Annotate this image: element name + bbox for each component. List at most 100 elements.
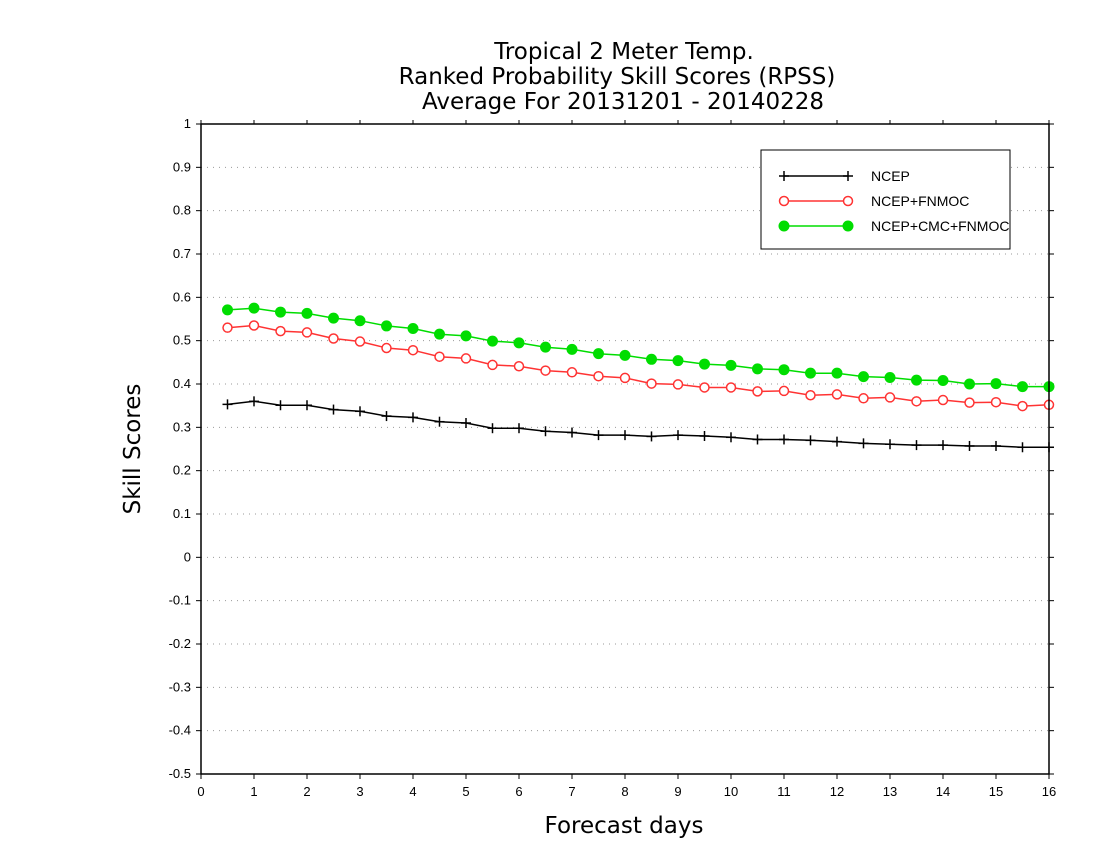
x-tick-label: 6 <box>515 784 522 799</box>
data-point <box>937 375 949 387</box>
y-axis-title: Skill Scores <box>120 384 146 515</box>
data-point <box>699 431 710 441</box>
x-tick-label: 9 <box>674 784 681 799</box>
x-tick-label: 4 <box>409 784 416 799</box>
data-point <box>222 399 233 410</box>
data-point <box>434 328 445 340</box>
x-tick-label: 5 <box>462 784 469 799</box>
data-point <box>937 394 949 406</box>
data-point <box>858 393 869 404</box>
data-point <box>911 396 922 407</box>
legend-marker <box>842 220 854 232</box>
data-point <box>487 335 498 347</box>
legend-item: NCEP+FNMOC <box>778 193 969 209</box>
x-tick-label: 0 <box>197 784 204 799</box>
y-tick-label: 0.9 <box>173 159 191 174</box>
legend-marker <box>843 171 853 181</box>
data-point <box>222 304 233 316</box>
data-point <box>249 396 259 407</box>
y-tick-label: 0.8 <box>173 203 191 218</box>
x-tick-label: 14 <box>936 784 950 799</box>
legend-label: NCEP+CMC+FNMOC <box>871 218 1009 234</box>
data-point <box>620 430 630 441</box>
data-point <box>911 440 922 451</box>
y-tick-label: 0.4 <box>173 376 191 391</box>
data-point <box>540 365 551 376</box>
x-tick-label: 13 <box>883 784 897 799</box>
data-point <box>513 337 525 349</box>
data-point <box>964 440 975 451</box>
chart-title-line-3: Average For 20131201 - 20140228 <box>422 89 824 115</box>
y-tick-label: 0.2 <box>173 463 191 478</box>
data-point <box>673 430 683 441</box>
data-point <box>328 312 339 324</box>
data-point <box>355 406 365 417</box>
data-point <box>434 351 445 362</box>
data-point <box>275 325 286 337</box>
data-point <box>487 423 498 434</box>
x-tick-label: 2 <box>303 784 310 799</box>
data-point <box>540 341 551 353</box>
data-point <box>964 378 975 390</box>
data-point <box>805 390 816 401</box>
data-point <box>831 367 843 379</box>
data-point <box>222 322 233 333</box>
x-tick-label: 8 <box>621 784 628 799</box>
series-1 <box>222 320 1055 412</box>
legend-marker <box>779 171 789 181</box>
data-point <box>884 392 896 403</box>
series-line <box>227 324 1050 407</box>
data-point <box>858 438 869 449</box>
data-point <box>726 432 736 443</box>
data-point <box>672 379 684 390</box>
data-point <box>619 372 631 384</box>
data-point <box>699 358 710 370</box>
axis-ticks: -0.5 -0.4 -0.3 -0.2 -0.1 0 0.1 0.2 0.3 0.4 0.5 0.6 0… <box>169 116 1057 799</box>
y-tick-label: 1 <box>184 116 191 131</box>
data-point <box>990 378 1002 390</box>
data-point <box>593 348 604 360</box>
data-point <box>593 370 604 382</box>
x-tick-label: 3 <box>356 784 363 799</box>
data-point <box>302 400 312 411</box>
y-tick-label: 0 <box>184 549 191 564</box>
series-line <box>227 400 1049 449</box>
chart-title: Tropical 2 Meter Temp. Ranked Probabilit… <box>399 39 836 115</box>
data-series <box>222 302 1055 453</box>
data-point <box>805 435 816 446</box>
legend-marker <box>778 220 790 232</box>
data-point <box>1017 381 1028 393</box>
data-point <box>885 439 895 450</box>
data-point <box>805 367 816 379</box>
data-point <box>460 330 472 342</box>
grid-lines <box>201 166 1049 732</box>
data-point <box>567 427 577 438</box>
data-point <box>593 430 604 441</box>
legend-label: NCEP <box>871 168 910 184</box>
data-point <box>911 374 922 386</box>
x-tick-label: 11 <box>777 784 791 799</box>
data-point <box>407 344 419 356</box>
data-point <box>434 416 445 427</box>
data-point <box>1017 400 1028 412</box>
data-point <box>991 440 1001 451</box>
data-point <box>964 397 975 408</box>
data-point <box>301 307 313 319</box>
data-point <box>328 333 339 344</box>
y-tick-label: -0.4 <box>169 723 191 738</box>
data-point <box>619 349 631 361</box>
data-point <box>513 360 525 372</box>
chart-title-line-2: Ranked Probability Skill Scores (RPSS) <box>399 64 836 90</box>
x-tick-label: 15 <box>989 784 1003 799</box>
data-point <box>725 382 737 393</box>
data-point <box>381 342 392 354</box>
data-point <box>832 436 842 447</box>
legend-label: NCEP+FNMOC <box>871 193 969 209</box>
legend-marker <box>842 195 854 207</box>
data-point <box>461 418 471 428</box>
x-tick-label: 10 <box>724 784 738 799</box>
data-point <box>646 353 657 365</box>
legend-item: NCEP <box>779 168 910 184</box>
data-point <box>778 364 790 376</box>
data-point <box>407 323 419 335</box>
